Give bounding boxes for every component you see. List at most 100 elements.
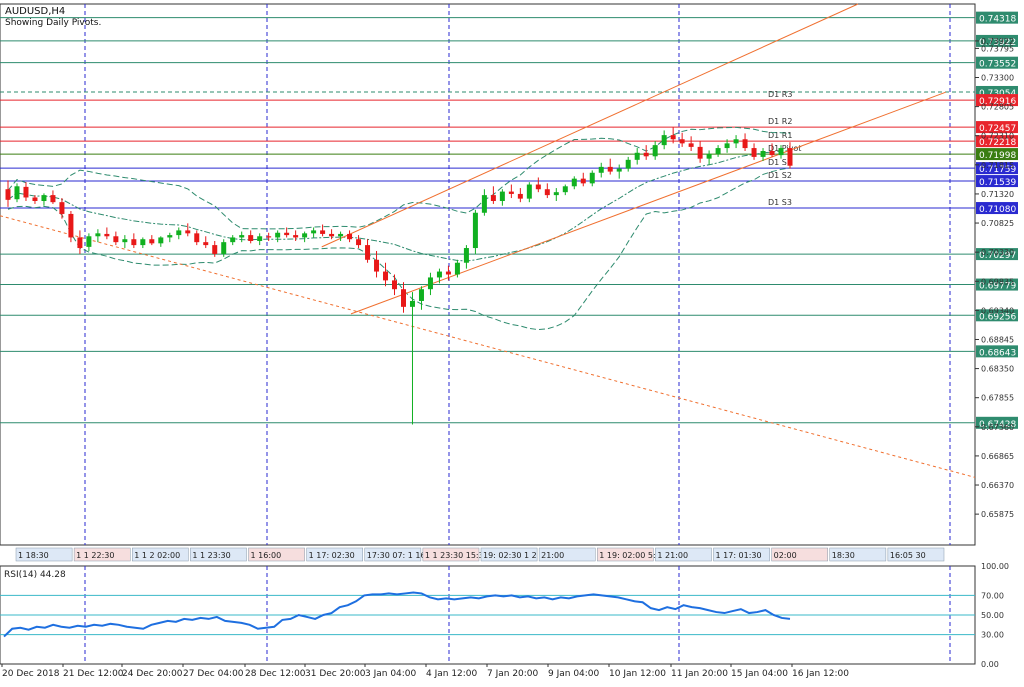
candle-body-74 [670, 135, 676, 140]
band-middle [7, 150, 791, 262]
candle-body-69 [625, 159, 631, 169]
candle-body-39 [356, 239, 362, 246]
candle-body-51 [463, 248, 469, 263]
pivot-label-6: D1 R1 [768, 131, 792, 140]
y-tick-label-8: 0.70330 [981, 248, 1014, 257]
candle-body-25 [230, 237, 236, 243]
candle-body-67 [607, 166, 613, 172]
price-tag-label-14: 0.68643 [979, 348, 1016, 358]
rsi-tick-label-3: 30.00 [981, 631, 1004, 640]
candle-body-59 [535, 184, 541, 190]
y-tick-label-15: 0.66865 [981, 452, 1014, 461]
price-tag-label-4: 0.72916 [979, 97, 1016, 107]
candle-body-63 [571, 178, 577, 187]
candle-body-10 [95, 233, 101, 237]
price-tag-10 [976, 202, 1018, 215]
candle-body-14 [131, 239, 137, 246]
candle-body-33 [302, 233, 308, 238]
y-tick-label-14: 0.67360 [981, 423, 1014, 432]
candle-body-46 [418, 289, 424, 301]
time-box-13 [771, 547, 828, 562]
candle-body-34 [311, 230, 317, 234]
price-tag-13 [976, 309, 1018, 322]
time-box-10 [597, 547, 654, 562]
candle-body-57 [517, 193, 523, 199]
rsi-tick-label-1: 70.00 [981, 591, 1004, 600]
price-tag-label-11: 0.70297 [979, 251, 1016, 261]
x-tick-label-1: 21 Dec 12:00 [63, 669, 124, 679]
price-tag-9 [976, 175, 1018, 188]
x-tick-label-4: 28 Dec 12:00 [245, 669, 306, 679]
time-box-11 [655, 547, 712, 562]
trend-line-0 [0, 215, 976, 478]
candle-body-49 [445, 271, 451, 275]
time-box-label-15: 16:05 30 [890, 551, 926, 560]
price-tag-label-2: 0.73552 [979, 60, 1016, 70]
y-tick-label-5: 0.71815 [981, 161, 1014, 170]
y-tick-label-17: 0.65875 [981, 510, 1014, 519]
time-box-6 [364, 547, 422, 562]
price-tag-2 [976, 56, 1018, 69]
price-tag-6 [976, 135, 1018, 148]
candle-body-32 [293, 235, 299, 238]
y-tick-label-7: 0.70825 [981, 219, 1014, 228]
y-tick-label-2: 0.73300 [981, 74, 1014, 83]
rsi-tick-label-4: 0.00 [981, 660, 999, 669]
candle-body-58 [526, 184, 532, 199]
pivot-label-10: D1 S3 [768, 198, 792, 207]
candle-body-65 [589, 172, 595, 184]
price-panel [0, 3, 976, 546]
price-tag-7 [976, 148, 1018, 161]
price-tag-0 [976, 11, 1018, 24]
candle-body-22 [203, 242, 209, 246]
x-tick-label-5: 31 Dec 20:00 [305, 669, 366, 679]
candle-body-53 [481, 195, 487, 213]
time-box-8 [480, 547, 538, 562]
x-tick-label-9: 9 Jan 04:00 [548, 669, 600, 679]
candle-body-15 [140, 239, 146, 246]
candle-body-85 [769, 151, 775, 156]
candle-body-7 [68, 213, 74, 238]
price-tag-4 [976, 94, 1018, 107]
time-box-label-10: 1 19: 02:00 5: 02:00 [599, 551, 681, 560]
candle-body-72 [652, 145, 658, 157]
y-tick-label-1: 0.73795 [981, 44, 1014, 53]
candle-body-9 [86, 236, 92, 247]
candle-body-5 [50, 195, 56, 203]
time-box-9 [538, 547, 596, 562]
price-tag-label-3: 0.73054 [979, 89, 1016, 99]
price-tag-5 [976, 121, 1018, 134]
candle-body-41 [374, 259, 380, 272]
candle-body-81 [733, 139, 739, 144]
rsi-tick-label-2: 50.00 [981, 611, 1004, 620]
pivot-label-8: D1 S1 [768, 158, 792, 167]
candle-body-43 [392, 280, 398, 290]
candle-body-18 [167, 235, 173, 238]
candle-body-37 [338, 233, 344, 237]
candle-body-19 [176, 230, 182, 236]
candle-body-83 [751, 148, 757, 157]
trend-line-2 [350, 91, 946, 315]
candle-body-78 [706, 153, 712, 159]
y-tick-label-9: 0.69835 [981, 277, 1014, 286]
price-tag-label-6: 0.72218 [979, 138, 1016, 148]
time-box-label-1: 1 1 22:30 [76, 551, 114, 560]
price-tag-1 [976, 34, 1018, 47]
candle-body-48 [436, 271, 442, 278]
price-tag-label-13: 0.69256 [979, 312, 1016, 322]
time-box-label-11: 1 21:00 [657, 551, 688, 560]
price-tag-label-7: 0.71998 [979, 151, 1016, 161]
pivot-label-7: D1 Pivot [768, 144, 801, 153]
candle-body-82 [742, 139, 748, 149]
price-tag-15 [976, 416, 1018, 429]
time-box-12 [713, 547, 770, 562]
candle-body-86 [778, 148, 784, 156]
price-tag-11 [976, 248, 1018, 261]
candle-body-23 [212, 245, 218, 254]
candle-body-12 [113, 236, 119, 243]
candle-body-40 [365, 245, 371, 260]
rsi-tick-label-0: 100.00 [981, 562, 1009, 571]
candle-body-87 [787, 148, 793, 166]
